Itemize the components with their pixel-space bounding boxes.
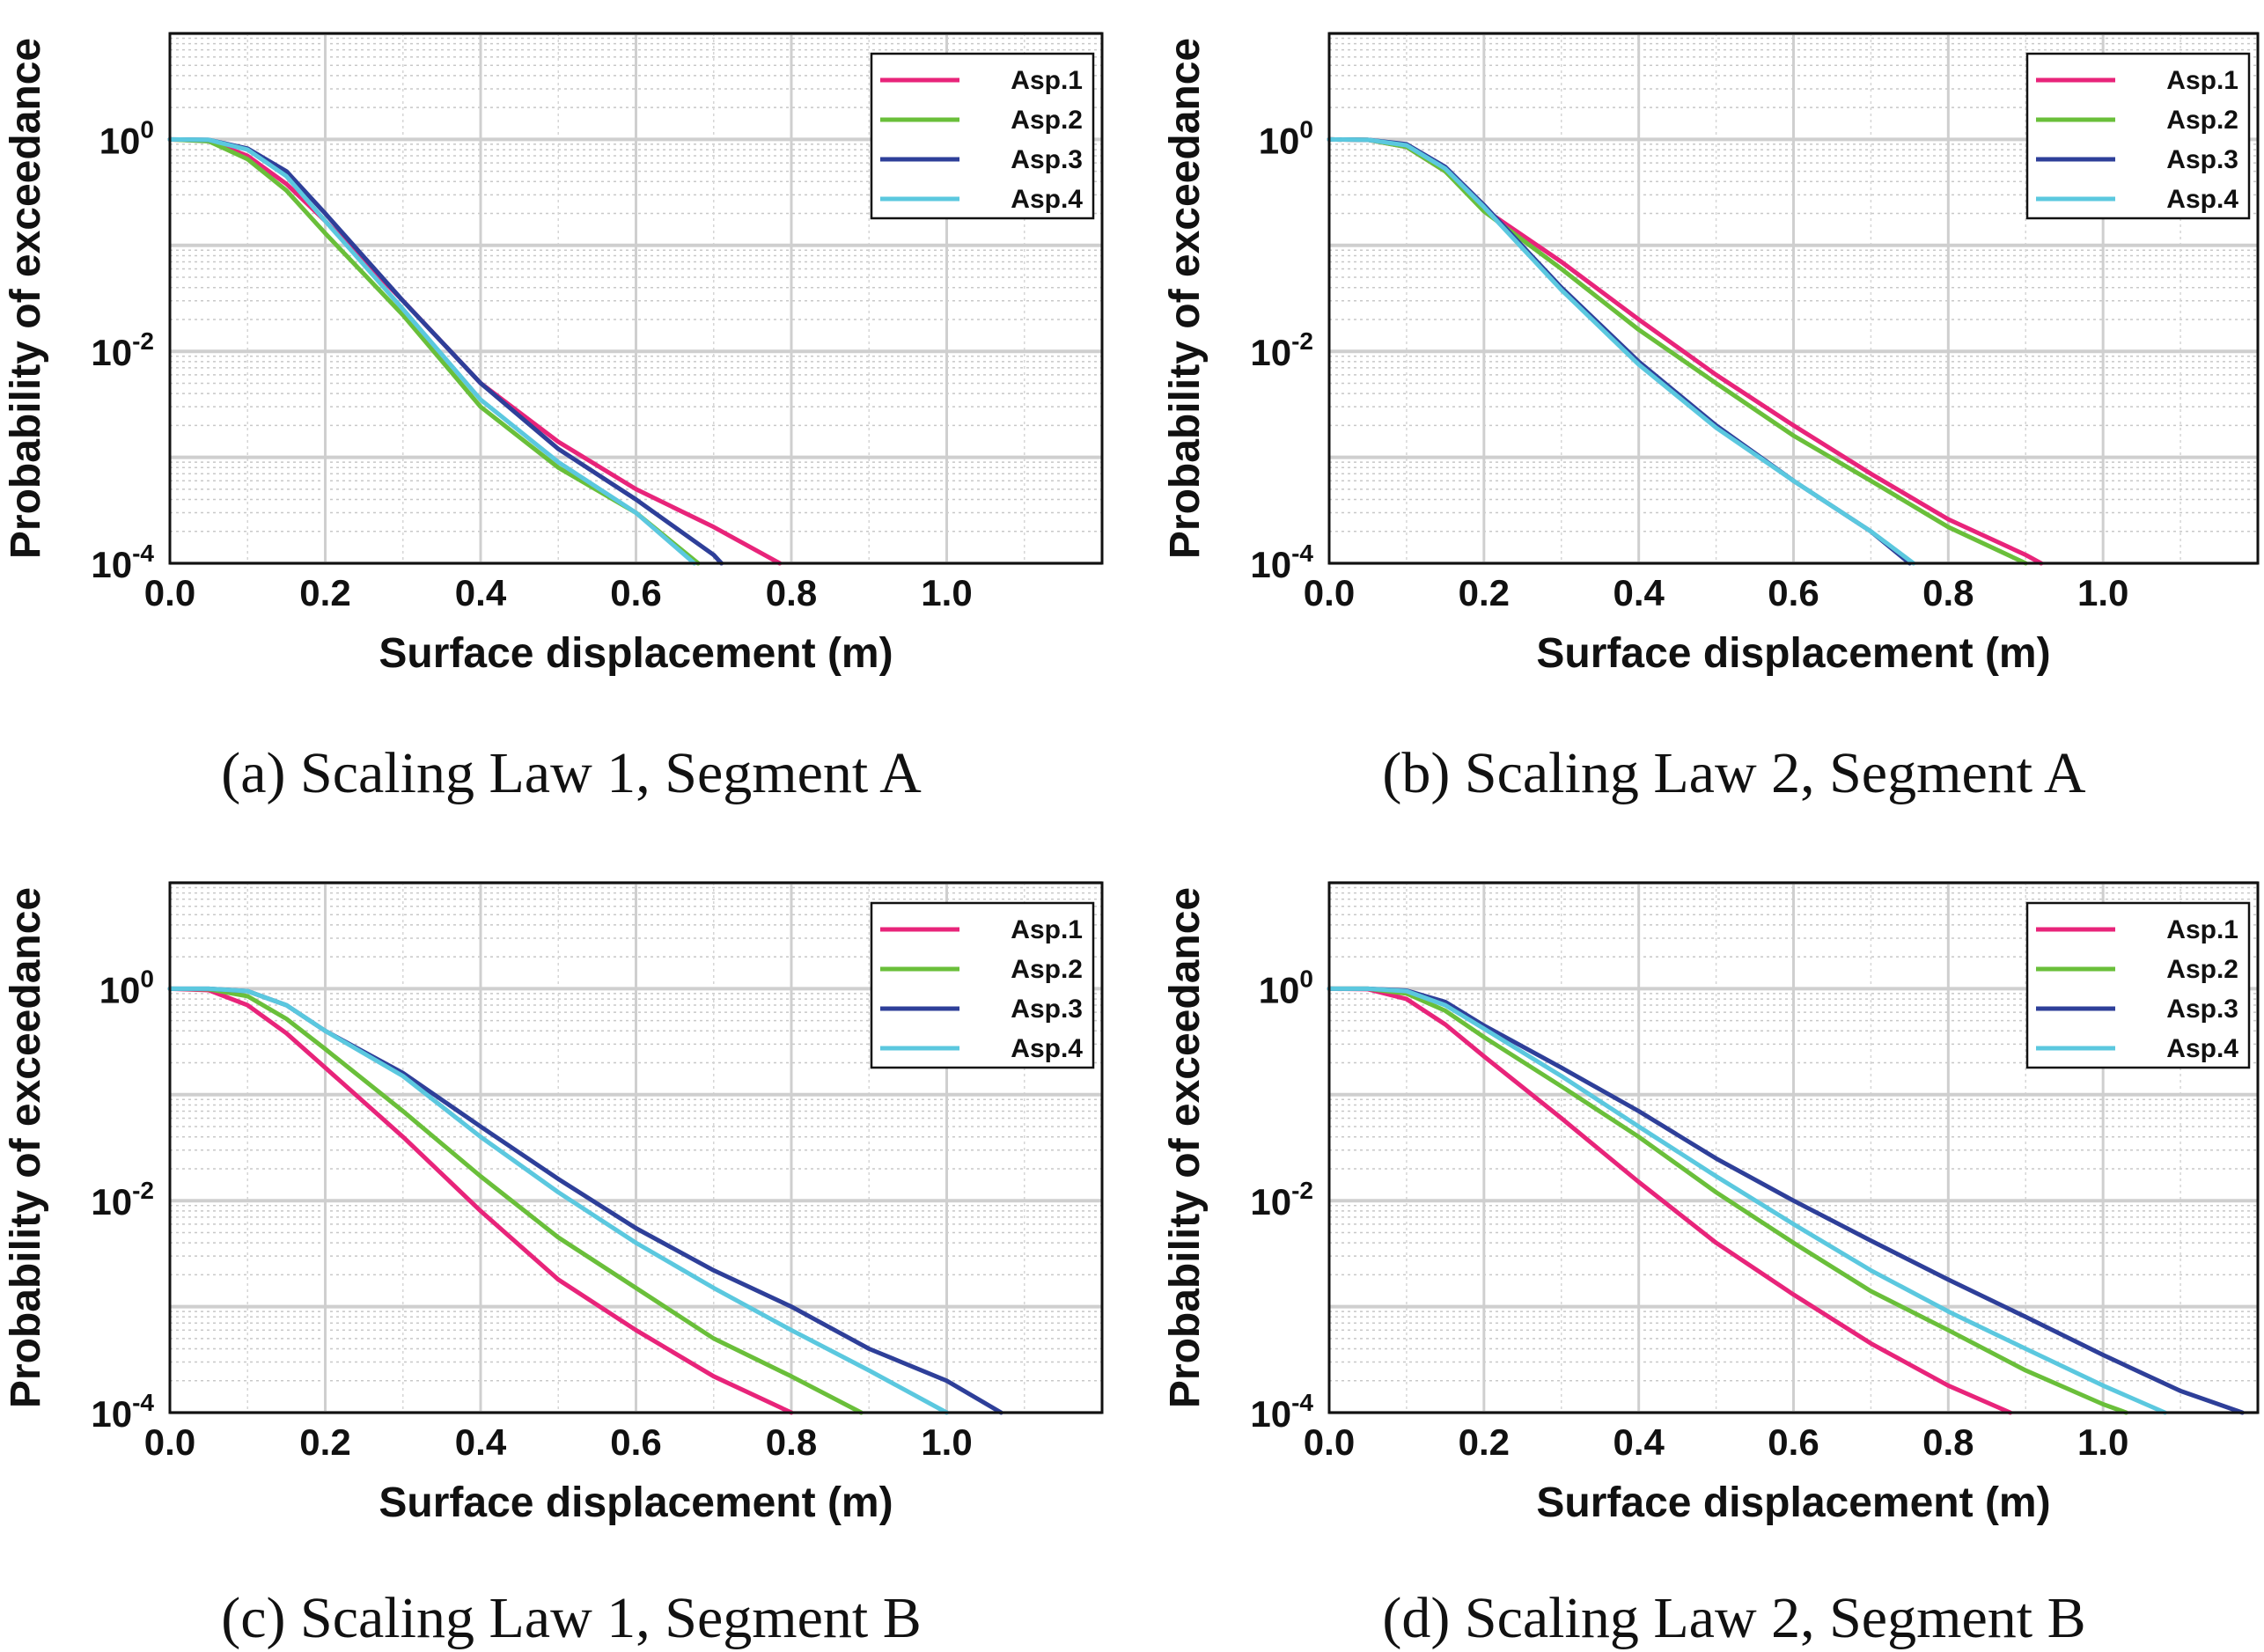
x-axis-title: Surface displacement (m) xyxy=(1536,630,2050,677)
legend-label: Asp.3 xyxy=(2166,995,2238,1024)
x-tick-label: 0.4 xyxy=(455,1421,507,1463)
panel-caption: (b) Scaling Law 2, Segment A xyxy=(1382,741,2086,805)
x-tick-label: 0.2 xyxy=(1459,572,1510,613)
x-tick-label: 1.0 xyxy=(921,1421,972,1463)
series-line-asp2 xyxy=(167,986,864,1415)
y-axis-title: Probability of exceedance xyxy=(3,38,49,559)
legend-label: Asp.2 xyxy=(2166,955,2238,984)
series-line-asp4 xyxy=(1327,986,2167,1415)
x-tick-label: 1.0 xyxy=(2077,1421,2128,1463)
panel-caption: (d) Scaling Law 2, Segment B xyxy=(1382,1586,2085,1650)
x-tick-label: 0.8 xyxy=(1922,1421,1974,1463)
x-tick-label: 0.4 xyxy=(1613,1421,1665,1463)
x-axis-title: Surface displacement (m) xyxy=(379,1479,893,1526)
y-tick-label: 100 xyxy=(1259,115,1313,161)
series-line-asp2 xyxy=(167,136,701,566)
y-tick-label: 10-4 xyxy=(1250,1389,1313,1435)
y-tick-label: 100 xyxy=(1259,965,1313,1010)
x-tick-label: 0.2 xyxy=(1459,1421,1510,1463)
x-axis-title: Surface displacement (m) xyxy=(1536,1479,2050,1526)
chart-panel-d: 0.0 0.2 0.4 0.6 0.8 1.0 10-4 10-2 100 Surface dis… xyxy=(1162,881,2260,1650)
legend-label: Asp.4 xyxy=(1011,1034,1083,1063)
legend-label: Asp.3 xyxy=(2166,145,2238,174)
x-tick-label: 0.0 xyxy=(144,1421,195,1463)
y-tick-label: 10-4 xyxy=(91,540,154,585)
legend-label: Asp.4 xyxy=(2166,1034,2238,1063)
y-tick-label: 100 xyxy=(99,965,154,1010)
legend-label: Asp.4 xyxy=(2166,185,2238,214)
legend: Asp.1 Asp.2 Asp.3 Asp.4 xyxy=(2025,901,2251,1069)
axes-frame xyxy=(168,881,1104,1414)
x-axis-title: Surface displacement (m) xyxy=(379,630,893,677)
x-tick-label: 0.2 xyxy=(299,1421,350,1463)
legend-label: Asp.1 xyxy=(2166,915,2238,944)
series-line-asp4 xyxy=(167,136,697,566)
y-axis-title: Probability of exceedance xyxy=(1162,887,1209,1408)
x-tick-label: 0.4 xyxy=(455,572,507,613)
axes-frame xyxy=(168,32,1104,565)
x-tick-label: 0.0 xyxy=(1304,572,1355,613)
series-line-asp4 xyxy=(1327,136,1916,566)
y-axis-title: Probability of exceedance xyxy=(3,887,49,1408)
series-line-asp1 xyxy=(1327,986,2013,1415)
y-tick-label: 10-2 xyxy=(91,1177,154,1222)
x-tick-label: 0.8 xyxy=(766,1421,817,1463)
x-tick-label: 0.8 xyxy=(766,572,817,613)
x-tick-label: 1.0 xyxy=(2077,572,2128,613)
chart-panel-b: 0.0 0.2 0.4 0.6 0.8 1.0 10-4 10-2 100 Surface dis… xyxy=(1162,32,2260,805)
legend-label: Asp.2 xyxy=(1011,106,1083,135)
legend-label: Asp.1 xyxy=(1011,66,1083,95)
x-tick-label: 0.2 xyxy=(299,572,350,613)
x-tick-label: 0.6 xyxy=(1768,572,1819,613)
legend: Asp.1 Asp.2 Asp.3 Asp.4 xyxy=(2025,52,2251,220)
x-tick-label: 0.4 xyxy=(1613,572,1665,613)
chart-panel-c: 0.0 0.2 0.4 0.6 0.8 1.0 10-4 10-2 100 Surface dis… xyxy=(3,881,1104,1650)
panel-caption: (a) Scaling Law 1, Segment A xyxy=(221,741,922,805)
axes-frame xyxy=(1327,881,2260,1414)
y-tick-label: 100 xyxy=(99,115,154,161)
y-axis-title: Probability of exceedance xyxy=(1162,38,1209,559)
legend: Asp.1 Asp.2 Asp.3 Asp.4 xyxy=(870,52,1095,220)
x-tick-label: 1.0 xyxy=(921,572,972,613)
chart-panel-a: 0.0 0.2 0.4 0.6 0.8 1.0 10-4 10-2 100 Surface dis… xyxy=(3,32,1104,805)
legend-label: Asp.2 xyxy=(2166,106,2238,135)
series-line-asp2 xyxy=(1327,986,2128,1415)
x-tick-label: 0.0 xyxy=(144,572,195,613)
x-tick-label: 0.6 xyxy=(1768,1421,1819,1463)
legend-label: Asp.1 xyxy=(1011,915,1083,944)
legend-label: Asp.2 xyxy=(1011,955,1083,984)
axes-frame xyxy=(1327,32,2260,565)
x-tick-label: 0.0 xyxy=(1304,1421,1355,1463)
x-tick-label: 0.6 xyxy=(610,572,661,613)
y-tick-label: 10-2 xyxy=(1250,327,1313,373)
legend-label: Asp.4 xyxy=(1011,185,1083,214)
series-line-asp1 xyxy=(167,986,794,1415)
x-tick-label: 0.6 xyxy=(610,1421,661,1463)
x-tick-label: 0.8 xyxy=(1922,572,1974,613)
y-tick-label: 10-2 xyxy=(1250,1177,1313,1222)
series-line-asp4 xyxy=(167,986,949,1415)
y-tick-label: 10-4 xyxy=(91,1389,154,1435)
legend-label: Asp.1 xyxy=(2166,66,2238,95)
legend: Asp.1 Asp.2 Asp.3 Asp.4 xyxy=(870,901,1095,1069)
y-tick-label: 10-4 xyxy=(1250,540,1313,585)
panel-caption: (c) Scaling Law 1, Segment B xyxy=(221,1586,921,1650)
legend-label: Asp.3 xyxy=(1011,145,1083,174)
y-tick-label: 10-2 xyxy=(91,327,154,373)
legend-label: Asp.3 xyxy=(1011,995,1083,1024)
